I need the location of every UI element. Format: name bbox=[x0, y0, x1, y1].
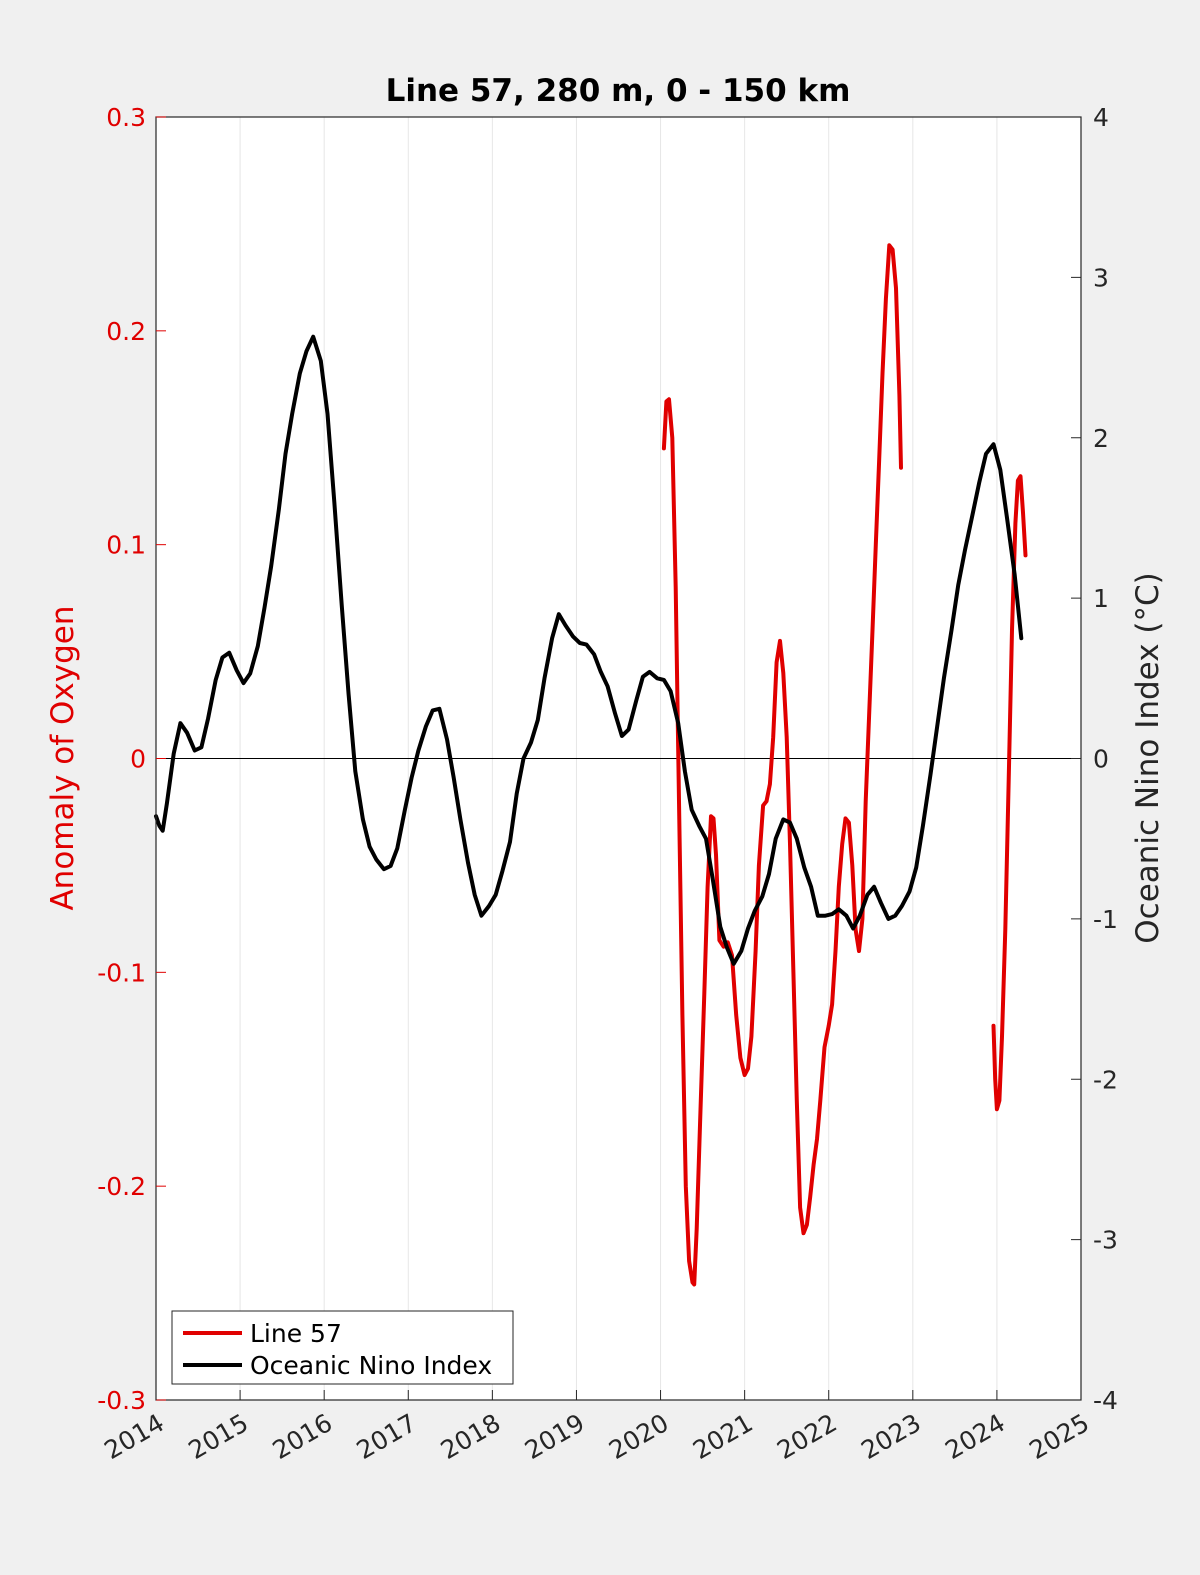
y-left-tick-label: -0.2 bbox=[97, 1172, 146, 1201]
y-left-tick-label: 0.2 bbox=[106, 317, 146, 346]
y-right-tick-label: 1 bbox=[1093, 584, 1109, 613]
x-tick-label: 2015 bbox=[183, 1408, 253, 1465]
y-right-tick-label: -2 bbox=[1093, 1065, 1118, 1094]
x-tick-label: 2017 bbox=[352, 1408, 422, 1465]
x-axis: 2014 2015 2016 2017 2018 2019 2020 2021 2022 2023… bbox=[99, 1390, 1094, 1465]
y-right-tick-label: 0 bbox=[1093, 745, 1109, 774]
x-tick-label: 2023 bbox=[856, 1408, 926, 1465]
y-axis-left-label: Anomaly of Oxygen bbox=[45, 605, 81, 910]
y-axis-left: -0.3 -0.2 -0.1 0 0.1 0.2 0.3 bbox=[97, 103, 166, 1415]
y-left-tick-label: 0 bbox=[130, 745, 146, 774]
y-left-tick-label: 0.1 bbox=[106, 531, 146, 560]
legend-box bbox=[171, 1310, 514, 1385]
chart-title: Line 57, 280 m, 0 - 150 km bbox=[386, 73, 851, 109]
legend-label-oni: Oceanic Nino Index bbox=[250, 1351, 492, 1380]
x-tick-label: 2024 bbox=[940, 1408, 1010, 1465]
x-tick-label: 2019 bbox=[520, 1408, 590, 1465]
y-right-tick-label: -3 bbox=[1093, 1226, 1118, 1255]
series-layer bbox=[154, 243, 1028, 1287]
series-line-line-57 bbox=[991, 474, 1028, 1112]
y-left-tick-label: -0.1 bbox=[97, 958, 146, 987]
y-left-tick-label: -0.3 bbox=[97, 1386, 146, 1415]
legend: Line 57 Oceanic Nino Index bbox=[171, 1310, 514, 1385]
x-tick-label: 2022 bbox=[772, 1408, 842, 1465]
y-right-tick-label: -4 bbox=[1093, 1386, 1118, 1415]
series-line-oceanic-nino-index bbox=[154, 334, 1024, 966]
series-line-line-57 bbox=[661, 243, 903, 1287]
y-right-tick-label: 3 bbox=[1093, 263, 1109, 292]
y-right-tick-label: 4 bbox=[1093, 103, 1109, 132]
x-tick-label: 2016 bbox=[268, 1408, 338, 1465]
x-tick-label: 2018 bbox=[436, 1408, 506, 1465]
x-tick-label: 2021 bbox=[688, 1408, 758, 1465]
x-tick-label: 2025 bbox=[1024, 1408, 1094, 1465]
y-axis-right: -4 -3 -2 -1 0 1 2 3 4 bbox=[1071, 103, 1118, 1415]
y-right-tick-label: -1 bbox=[1093, 905, 1118, 934]
y-right-tick-label: 2 bbox=[1093, 424, 1109, 453]
x-tick-label: 2020 bbox=[604, 1408, 674, 1465]
y-axis-right-label: Oceanic Nino Index (°C) bbox=[1130, 572, 1166, 943]
legend-label-line57: Line 57 bbox=[250, 1319, 342, 1348]
x-tick-label: 2014 bbox=[99, 1408, 169, 1465]
y-left-tick-label: 0.3 bbox=[106, 103, 146, 132]
